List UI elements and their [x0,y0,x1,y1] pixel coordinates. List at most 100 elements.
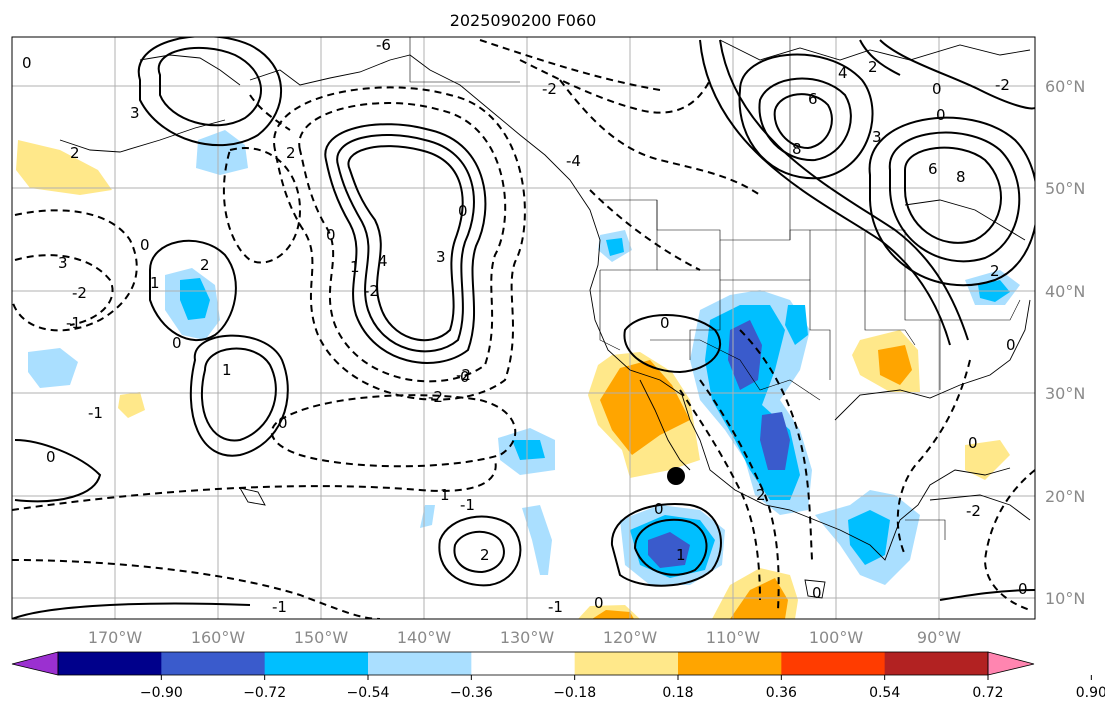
contour-label: 0 [22,54,32,72]
contour-label: -2 [966,502,981,520]
lon-label: 110°W [706,628,761,647]
contour-label: 8 [956,168,966,186]
colorbar-frame [57,651,989,676]
contour-label: 0 [46,448,56,466]
lon-label: 170°W [88,628,143,647]
colorbar-cell [678,652,782,675]
contour-label: 2 [70,144,80,162]
contour-label: 2 [480,546,490,564]
contour-label: 0 [1006,336,1016,354]
map-title: 2025090200 F060 [450,11,597,30]
contour-label: 6 [808,90,818,108]
contour-label: -2 [995,76,1010,94]
contour-label: -6 [376,36,391,54]
contour-label: 0 [654,500,664,518]
contour-label: -2 [364,282,379,300]
contour-label: 0 [140,236,150,254]
colorbar-cell [264,652,369,675]
contour-label: 0 [812,584,822,602]
colorbar-cell [781,652,886,675]
lat-label: 60°N [1045,77,1085,96]
lat-label: 10°N [1045,589,1085,608]
colorbar-tick-label: 0.36 [766,685,797,701]
lat-label: 50°N [1045,179,1085,198]
contour-label: 3 [130,104,140,122]
contour-label: 3 [872,128,882,146]
colorbar-extend-high [987,651,1035,676]
contour-label: -2 [428,388,443,406]
contour-label: 2 [286,144,296,162]
colorbar-tick-label: −0.18 [553,685,596,701]
contour-label: 0 [936,106,946,124]
contour-label: 2 [200,256,210,274]
contour-label: 0 [968,434,978,452]
colorbar-cell [161,652,266,675]
contour-label: 1 [676,546,686,564]
colorbar-tick-label: 0.90 [1076,685,1105,701]
plot-frame [11,36,1036,620]
contour-label: 0 [172,334,182,352]
contour-label: 6 [928,160,938,178]
contours [12,37,1035,619]
colorbar-cell [471,652,576,675]
contour-label: 0 [1018,580,1028,598]
contour-label: -2 [72,284,87,302]
lat-label: 20°N [1045,487,1085,506]
contour-label: 0 [326,226,336,244]
contour-label: 0 [594,594,604,612]
graticule [12,37,1035,619]
lon-label: 120°W [603,628,658,647]
colorbar-cell [884,652,989,675]
contour-label: 1 [150,274,160,292]
colorbar-tick-label: 0.54 [869,685,900,701]
contour-label: 0 [278,414,288,432]
contour-label: 4 [838,64,848,82]
colorbar-cell [574,652,679,675]
contour-label: 2 [756,486,766,504]
contour-label: -1 [272,598,287,616]
contour-label: -4 [566,152,581,170]
colorbar-tick-label: −0.54 [347,685,390,701]
contour-label: 3 [58,254,68,272]
borders [409,37,1021,540]
contour-label: 2 [990,262,1000,280]
contour-label: 1 [222,361,232,379]
contour-label: 4 [378,252,388,270]
lon-label: 150°W [294,628,349,647]
lon-label: 100°W [809,628,864,647]
contour-label: -1 [66,314,81,332]
contour-label: 1 [350,258,360,276]
lon-label: 90°W [917,628,961,647]
contour-label: 0 [932,80,942,98]
contour-label: 0 [458,202,468,220]
lat-label: 40°N [1045,282,1085,301]
contour-label: -2 [456,366,471,384]
colorbar-cell [368,652,472,675]
contour-label: -1 [88,404,103,422]
shaded-field [16,130,1020,619]
coastlines [59,39,1031,599]
colorbar-tick-label: −0.36 [450,685,493,701]
contour-label: 8 [792,140,802,158]
lon-label: 130°W [500,628,555,647]
latitude-labels: 60°N 50°N 40°N 30°N 20°N 10°N [1045,77,1085,608]
contour-label: 2 [868,58,878,76]
contour-label: 1 [440,486,450,504]
colorbar-tick-label: 0.18 [662,685,693,701]
lon-label: 160°W [191,628,246,647]
colorbar-tick-label: −0.72 [243,685,286,701]
colorbar-tick-label: 0.72 [972,685,1003,701]
contour-label: 0 [460,368,470,386]
contour-label: 3 [436,248,446,266]
colorbar-tick-label: −0.90 [140,685,183,701]
contour-label-set: 3 0 2 3 -2 -1 -1 -1 0 1 0 2 0 1 0 4 3 0 … [22,36,1028,616]
lon-label: 140°W [397,628,452,647]
contour-label: -1 [460,496,475,514]
colorbar: −0.90 −0.72 −0.54 −0.36 −0.18 0.18 0.36 0.54 0.7… [11,651,1105,701]
longitude-labels: 170°W 160°W 150°W 140°W 130°W 120°W 110°… [88,628,961,647]
colorbar-cell [58,652,162,675]
lat-label: 30°N [1045,384,1085,403]
contour-label: -1 [548,598,563,616]
contour-label: -2 [542,80,557,98]
